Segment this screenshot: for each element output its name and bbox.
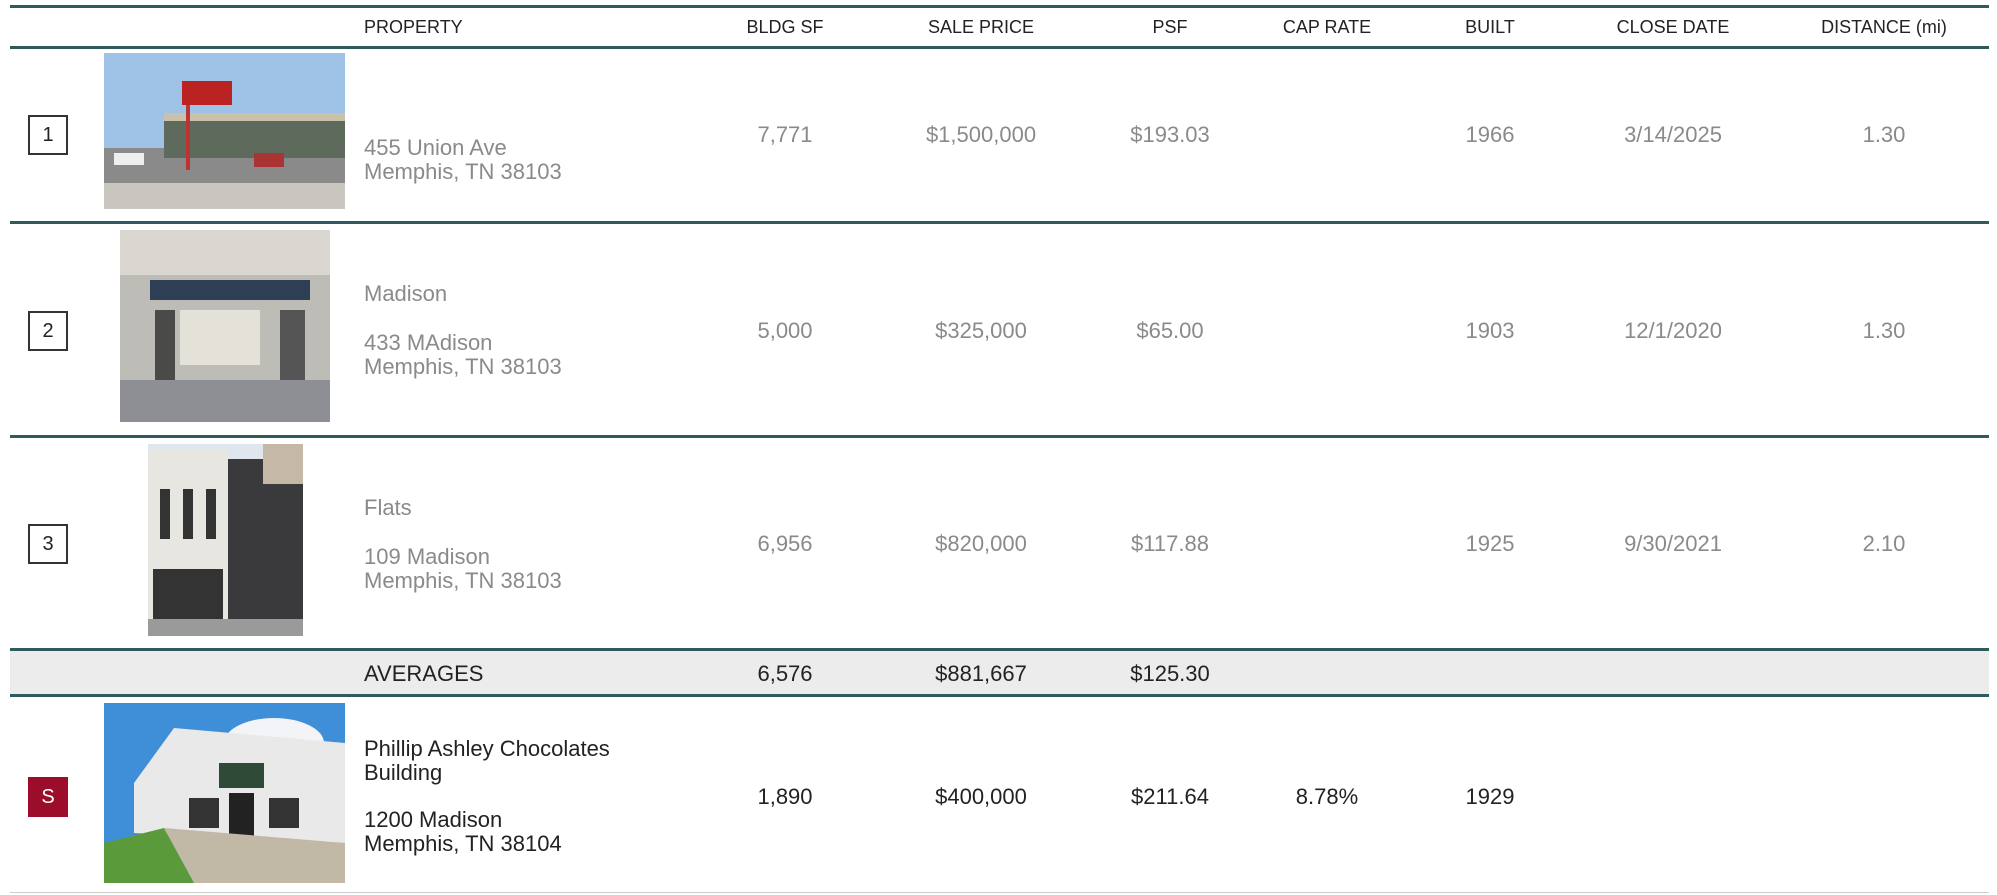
average-psf: $125.30 xyxy=(1130,661,1210,686)
subject-built: 1929 xyxy=(1465,784,1515,809)
property-address: 109 Madison xyxy=(364,544,490,569)
property-name: Flats xyxy=(364,495,412,520)
cell-close-date: 3/14/2025 xyxy=(1624,122,1722,147)
subject-address: 1200 Madison xyxy=(364,807,503,832)
subject-cap-rate: 8.78% xyxy=(1295,784,1359,809)
cell-built: 1966 xyxy=(1465,122,1515,147)
subject-bldg-sf: 1,890 xyxy=(757,784,813,809)
cell-sale-price: $325,000 xyxy=(935,318,1027,343)
averages-label: AVERAGES xyxy=(364,661,484,686)
column-header: SALE PRICE xyxy=(927,17,1035,37)
property-photo xyxy=(120,230,330,422)
property-photo xyxy=(148,444,303,636)
property-photo xyxy=(104,53,345,209)
divider xyxy=(10,694,1989,697)
subject-marker: S xyxy=(28,777,68,817)
cell-distance: 1.30 xyxy=(1862,318,1906,343)
cell-psf: $193.03 xyxy=(1130,122,1210,147)
comp-number: 2 xyxy=(28,311,68,351)
column-header: PSF xyxy=(1152,17,1188,37)
property-photo xyxy=(104,703,345,883)
cell-bldg-sf: 6,956 xyxy=(757,531,813,556)
property-city: Memphis, TN 38103 xyxy=(364,568,562,593)
divider xyxy=(10,5,1989,8)
cell-bldg-sf: 7,771 xyxy=(757,122,813,147)
column-header: CAP RATE xyxy=(1282,17,1372,37)
cell-psf: $117.88 xyxy=(1131,531,1209,556)
divider xyxy=(10,46,1989,49)
divider xyxy=(10,648,1989,651)
cell-close-date: 12/1/2020 xyxy=(1624,318,1722,343)
column-header: PROPERTY xyxy=(364,17,463,37)
column-header: DISTANCE (mi) xyxy=(1821,17,1947,37)
divider xyxy=(10,435,1989,438)
property-address: 433 MAdison xyxy=(364,330,493,355)
column-header: BUILT xyxy=(1465,17,1515,37)
cell-distance: 2.10 xyxy=(1862,531,1906,556)
property-city: Memphis, TN 38103 xyxy=(364,354,562,379)
cell-built: 1925 xyxy=(1465,531,1515,556)
bottom-rule xyxy=(10,892,1989,893)
comp-number: 1 xyxy=(28,115,68,155)
subject-city: Memphis, TN 38104 xyxy=(364,831,562,856)
property-city: Memphis, TN 38103 xyxy=(364,159,562,184)
comp-number: 3 xyxy=(28,524,68,564)
cell-close-date: 9/30/2021 xyxy=(1624,531,1722,556)
subject-name: Phillip Ashley Chocolates Building xyxy=(364,736,610,785)
column-header: BLDG SF xyxy=(746,17,824,37)
subject-psf: $211.64 xyxy=(1131,784,1209,809)
cell-built: 1903 xyxy=(1465,318,1515,343)
cell-distance: 1.30 xyxy=(1862,122,1906,147)
cell-psf: $65.00 xyxy=(1136,318,1204,343)
cell-sale-price: $1,500,000 xyxy=(925,122,1037,147)
average-sale-price: $881,667 xyxy=(935,661,1027,686)
cell-sale-price: $820,000 xyxy=(935,531,1027,556)
property-name: Madison xyxy=(364,281,448,306)
property-address: 455 Union Ave xyxy=(364,135,507,160)
divider xyxy=(10,221,1989,224)
averages-band xyxy=(10,650,1989,695)
subject-sale-price: $400,000 xyxy=(935,784,1027,809)
cell-bldg-sf: 5,000 xyxy=(757,318,813,343)
average-bldg-sf: 6,576 xyxy=(757,661,813,686)
column-header: CLOSE DATE xyxy=(1616,17,1730,37)
